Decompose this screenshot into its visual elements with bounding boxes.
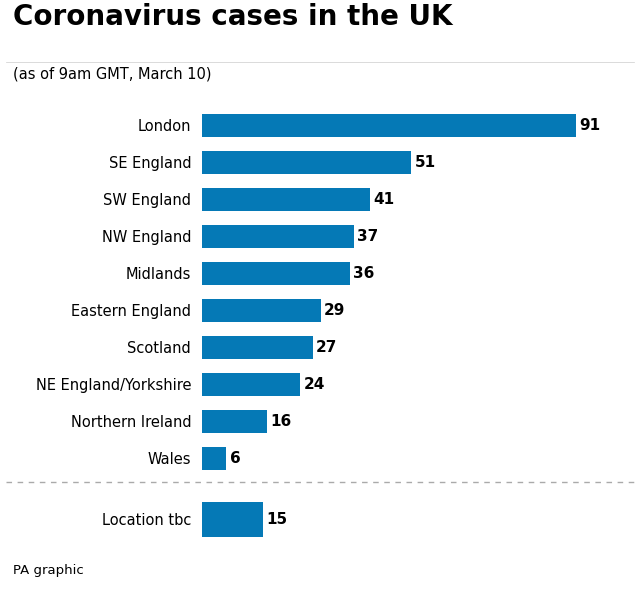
Bar xyxy=(202,336,312,359)
Text: 37: 37 xyxy=(357,229,378,243)
Text: 16: 16 xyxy=(271,414,292,429)
Text: (as of 9am GMT, March 10): (as of 9am GMT, March 10) xyxy=(13,66,211,81)
Bar xyxy=(202,114,575,137)
Text: 24: 24 xyxy=(303,377,325,391)
Text: 51: 51 xyxy=(415,155,436,169)
Bar xyxy=(202,188,370,211)
Bar xyxy=(202,262,349,285)
Bar xyxy=(202,298,321,321)
Bar xyxy=(202,446,227,469)
Text: 91: 91 xyxy=(579,118,600,133)
Text: 6: 6 xyxy=(230,451,240,465)
Text: 36: 36 xyxy=(353,266,374,281)
Bar xyxy=(202,150,411,173)
Text: 27: 27 xyxy=(316,340,337,355)
Bar xyxy=(202,224,354,247)
Text: 29: 29 xyxy=(324,303,346,317)
Text: 41: 41 xyxy=(373,192,394,207)
Text: Coronavirus cases in the UK: Coronavirus cases in the UK xyxy=(13,3,452,31)
Text: PA graphic: PA graphic xyxy=(13,564,84,577)
Text: 15: 15 xyxy=(266,512,287,527)
Bar xyxy=(202,372,300,395)
Bar xyxy=(202,502,263,537)
Bar xyxy=(202,410,268,433)
